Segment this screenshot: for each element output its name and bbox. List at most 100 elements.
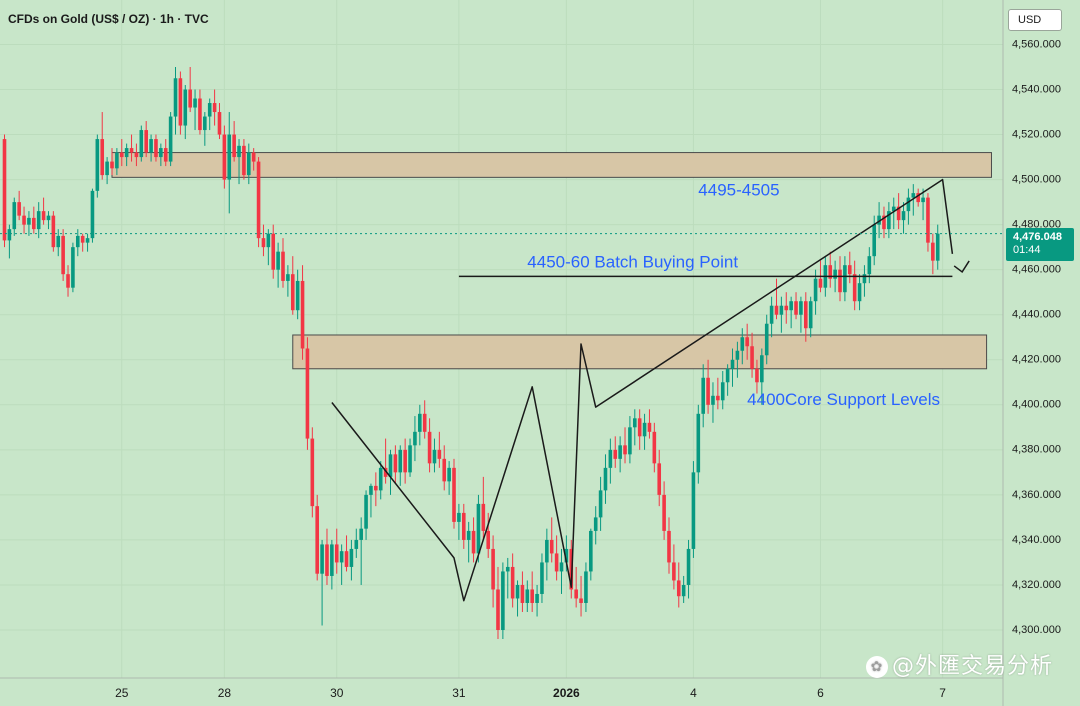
candle[interactable]	[696, 404, 701, 484]
candle[interactable]	[452, 458, 456, 529]
candle[interactable]	[447, 461, 451, 495]
candle[interactable]	[486, 512, 491, 558]
candle[interactable]	[755, 359, 759, 394]
candle[interactable]	[359, 517, 363, 585]
candle[interactable]	[276, 242, 280, 288]
candle[interactable]	[520, 571, 525, 612]
candle[interactable]	[22, 206, 26, 234]
candle[interactable]	[461, 503, 466, 549]
candle[interactable]	[310, 427, 315, 518]
candle[interactable]	[173, 67, 178, 135]
candle[interactable]	[266, 229, 271, 266]
candle[interactable]	[36, 202, 41, 239]
candle[interactable]	[242, 139, 246, 180]
candle[interactable]	[559, 548, 564, 594]
candle[interactable]	[203, 112, 207, 146]
candle[interactable]	[926, 193, 930, 252]
candle[interactable]	[501, 562, 505, 640]
candle[interactable]	[325, 528, 329, 585]
candle[interactable]	[921, 188, 925, 221]
candle[interactable]	[237, 139, 241, 185]
candle[interactable]	[672, 544, 676, 590]
candle[interactable]	[90, 188, 95, 243]
candle[interactable]	[354, 528, 359, 558]
candle[interactable]	[378, 461, 383, 500]
candle[interactable]	[271, 224, 276, 279]
candle[interactable]	[515, 580, 520, 617]
candle[interactable]	[339, 544, 344, 585]
candle[interactable]	[144, 121, 148, 158]
candle[interactable]	[471, 517, 476, 563]
candle[interactable]	[41, 197, 46, 225]
candle[interactable]	[139, 125, 144, 162]
candle[interactable]	[540, 553, 544, 603]
candle[interactable]	[911, 184, 916, 216]
candle[interactable]	[334, 528, 339, 574]
candle[interactable]	[828, 251, 833, 288]
candle[interactable]	[642, 413, 647, 450]
candle[interactable]	[510, 553, 515, 608]
candle[interactable]	[188, 67, 192, 113]
candle[interactable]	[432, 438, 437, 473]
candle[interactable]	[207, 98, 212, 131]
candle[interactable]	[178, 71, 183, 135]
candle[interactable]	[804, 292, 808, 342]
candle[interactable]	[862, 265, 867, 297]
candle[interactable]	[261, 224, 266, 257]
candle[interactable]	[843, 256, 847, 302]
candle[interactable]	[652, 422, 657, 473]
candle[interactable]	[110, 148, 114, 176]
candle[interactable]	[437, 431, 442, 468]
candle[interactable]	[227, 112, 232, 214]
candle[interactable]	[217, 103, 222, 140]
candle[interactable]	[750, 332, 754, 378]
candle[interactable]	[774, 278, 779, 320]
candle[interactable]	[154, 134, 158, 162]
candle[interactable]	[891, 197, 896, 230]
candle[interactable]	[716, 377, 720, 410]
candle[interactable]	[134, 143, 139, 167]
candle[interactable]	[613, 436, 618, 468]
candle[interactable]	[383, 438, 388, 484]
candle[interactable]	[7, 224, 12, 259]
candle[interactable]	[159, 143, 163, 167]
candle[interactable]	[56, 229, 61, 257]
candle[interactable]	[393, 445, 398, 484]
candle[interactable]	[579, 575, 583, 617]
candle[interactable]	[183, 85, 188, 140]
candle[interactable]	[481, 476, 486, 540]
candle[interactable]	[764, 314, 769, 365]
candle[interactable]	[422, 400, 427, 439]
candle[interactable]	[418, 404, 422, 446]
candle[interactable]	[85, 233, 90, 252]
candle[interactable]	[779, 296, 784, 333]
candle[interactable]	[935, 224, 940, 270]
candle[interactable]	[12, 197, 17, 236]
candle[interactable]	[847, 251, 852, 284]
time-axis[interactable]: 25 28 30 31 2026 4 6 7	[115, 686, 946, 700]
candle[interactable]	[124, 143, 129, 167]
candle[interactable]	[408, 438, 412, 477]
candle[interactable]	[51, 211, 56, 252]
candle[interactable]	[403, 438, 407, 484]
candle[interactable]	[105, 157, 109, 185]
candle[interactable]	[686, 539, 691, 599]
candle[interactable]	[388, 449, 393, 495]
candle[interactable]	[349, 539, 354, 581]
candle[interactable]	[457, 503, 461, 540]
candle[interactable]	[476, 494, 481, 563]
candle[interactable]	[916, 188, 920, 207]
candle[interactable]	[808, 296, 813, 338]
candle[interactable]	[212, 89, 217, 126]
candle[interactable]	[852, 260, 857, 311]
candle[interactable]	[27, 211, 31, 236]
candle[interactable]	[740, 328, 745, 365]
candle[interactable]	[632, 409, 637, 446]
candle[interactable]	[163, 139, 168, 167]
candle[interactable]	[95, 134, 100, 198]
candle[interactable]	[896, 193, 901, 230]
candle[interactable]	[603, 454, 608, 504]
candle[interactable]	[251, 148, 256, 171]
candle[interactable]	[799, 296, 803, 333]
